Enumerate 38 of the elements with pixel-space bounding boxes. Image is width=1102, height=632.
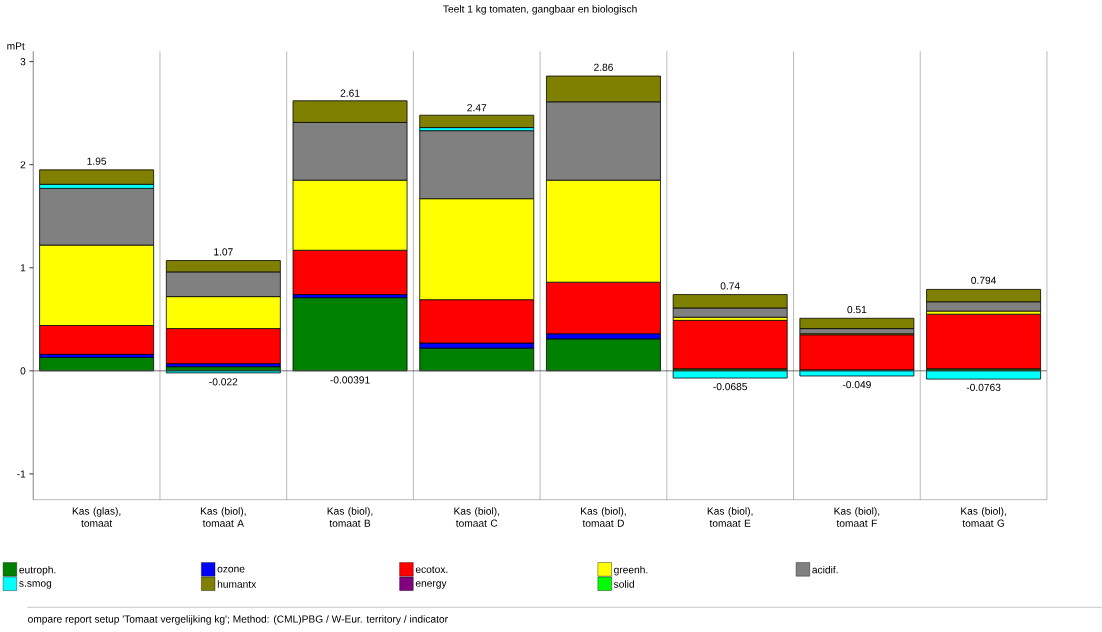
x-tick-label: Kas (glas), tomaat xyxy=(72,507,121,527)
annotation: -0.00391 xyxy=(330,376,370,384)
legend-label: eutroph. xyxy=(19,566,56,576)
annotation: 2.61 xyxy=(340,89,360,97)
annotation: -0.022 xyxy=(209,378,238,386)
annotation: -0.0685 xyxy=(713,383,748,391)
annotation: 0.51 xyxy=(847,306,867,314)
legend-label: ozone xyxy=(217,567,245,573)
y-tick-label: 2 xyxy=(20,161,26,169)
chart-title: Teelt 1 kg tomaten, gangbaar en biologisch xyxy=(443,5,637,15)
annotation: 1.95 xyxy=(87,157,107,165)
text: ompare report setup 'Tomaat vergelijking kg'; Method: (CML)PBG / W-Eur. territory / indicator xyxy=(28,615,448,625)
legend-label: acidif. xyxy=(812,566,838,574)
legend-label: ecotox. xyxy=(415,566,448,574)
y-tick-label: 1 xyxy=(20,264,26,272)
x-tick-label: Kas (biol), tomaat G xyxy=(961,507,1006,527)
x-tick-label: Kas (biol), tomaat C xyxy=(454,507,500,527)
annotation: -0.0763 xyxy=(966,383,1001,392)
legend-label: energy xyxy=(415,581,447,590)
x-tick-label: Kas (biol), tomaat A xyxy=(200,507,246,527)
annotation: 0.74 xyxy=(720,282,740,290)
annotation: -0.049 xyxy=(842,381,871,389)
y-tick-label: -1 xyxy=(17,470,26,478)
legend-label: solid xyxy=(613,580,634,588)
x-tick-label: Kas (biol), tomaat E xyxy=(707,507,753,527)
legend-label: humantx xyxy=(217,580,257,588)
legend-label: s.smog xyxy=(19,581,52,590)
x-tick-label: Kas (biol), tomaat F xyxy=(834,507,880,527)
y-tick-label: 3 xyxy=(20,58,26,66)
x-tick-label: Kas (biol), tomaat B xyxy=(327,507,373,527)
annotation: 0.794 xyxy=(971,276,997,285)
legend-label: greenh. xyxy=(614,566,648,576)
y-tick-label: 0 xyxy=(20,367,26,375)
annotation: 2.47 xyxy=(467,104,487,112)
annotation: 2.86 xyxy=(594,63,613,72)
y-axis-title: mPt xyxy=(7,42,25,50)
annotation: 1.07 xyxy=(214,248,233,256)
x-tick-label: Kas (biol), tomaat D xyxy=(581,507,626,527)
